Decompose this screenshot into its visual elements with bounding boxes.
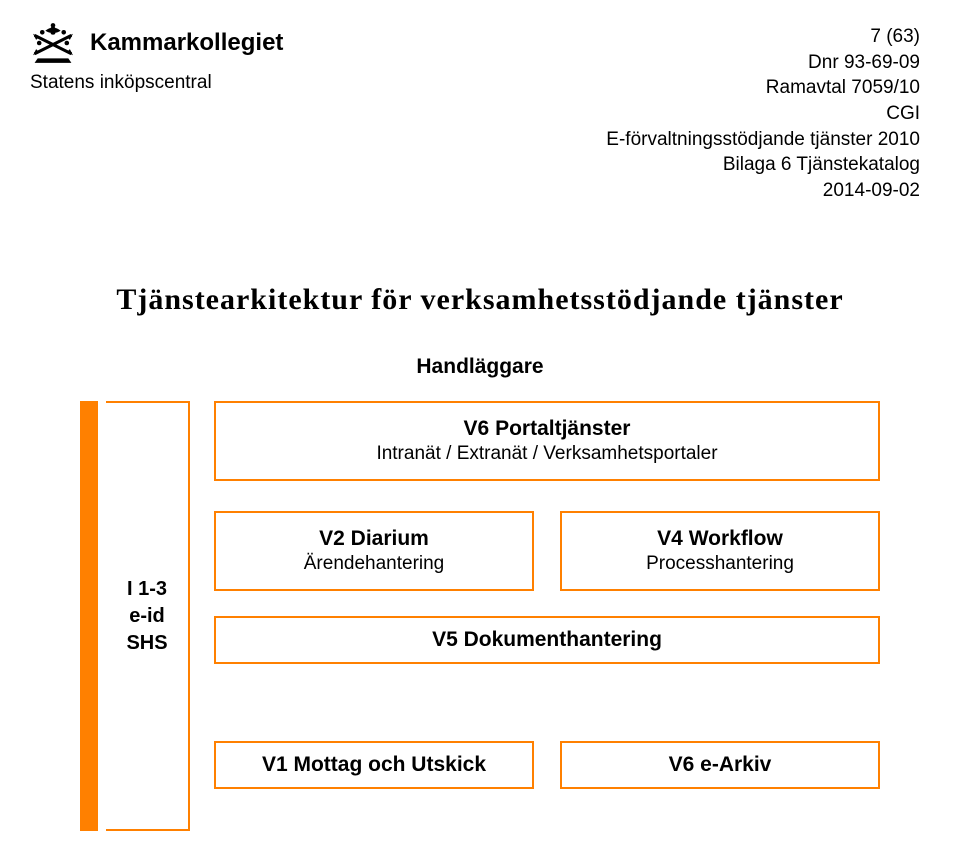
sidebar-block: I 1-3 e-id SHS xyxy=(80,401,190,831)
box-v2-diarium: V2 Diarium Ärendehantering xyxy=(214,511,534,591)
header-right: 7 (63) Dnr 93-69-09 Ramavtal 7059/10 CGI… xyxy=(606,24,920,203)
document-header: Kammarkollegiet Statens inköpscentral 7 … xyxy=(0,0,960,203)
architecture-title: Tjänstearkitektur för verksamhetsstödjan… xyxy=(0,283,960,317)
org-line: CGI xyxy=(606,101,920,127)
box-v4-workflow: V4 Workflow Processhantering xyxy=(560,511,880,591)
sidebar-body: I 1-3 e-id SHS xyxy=(106,401,190,831)
box-v6-earkiv: V6 e-Arkiv xyxy=(560,741,880,789)
box-title: V2 Diarium xyxy=(319,527,429,551)
bilaga-line: Bilaga 6 Tjänstekatalog xyxy=(606,152,920,178)
logo-row: Kammarkollegiet xyxy=(30,20,283,66)
box-title: V6 e-Arkiv xyxy=(669,753,772,777)
sidebar-line-2: e-id xyxy=(129,603,165,630)
subject-line: E-förvaltningsstödjande tjänster 2010 xyxy=(606,127,920,153)
architecture-diagram: I 1-3 e-id SHS V6 Portaltjänster Intranä… xyxy=(80,401,880,831)
box-v1-mottag-utskick: V1 Mottag och Utskick xyxy=(214,741,534,789)
box-title: V1 Mottag och Utskick xyxy=(262,753,486,777)
header-left: Kammarkollegiet Statens inköpscentral xyxy=(30,20,283,203)
ramavtal-line: Ramavtal 7059/10 xyxy=(606,75,920,101)
sub-department: Statens inköpscentral xyxy=(30,72,283,94)
page-number: 7 (63) xyxy=(606,24,920,50)
org-name: Kammarkollegiet xyxy=(90,29,283,57)
date-line: 2014-09-02 xyxy=(606,178,920,204)
box-subtitle: Intranät / Extranät / Verksamhetsportale… xyxy=(376,443,717,465)
sidebar-line-3: SHS xyxy=(126,630,167,657)
box-subtitle: Processhantering xyxy=(646,553,794,575)
box-title: V6 Portaltjänster xyxy=(464,417,631,441)
kammarkollegiet-logo-icon xyxy=(30,20,76,66)
box-v6-portaltjanster: V6 Portaltjänster Intranät / Extranät / … xyxy=(214,401,880,481)
sidebar-line-1: I 1-3 xyxy=(127,576,167,603)
sidebar-stripe xyxy=(80,401,98,831)
diagram-main-column: V6 Portaltjänster Intranät / Extranät / … xyxy=(214,401,880,831)
box-v5-dokumenthantering: V5 Dokumenthantering xyxy=(214,616,880,664)
box-title: V5 Dokumenthantering xyxy=(432,628,662,652)
dnr-line: Dnr 93-69-09 xyxy=(606,50,920,76)
role-label: Handläggare xyxy=(0,355,960,379)
box-subtitle: Ärendehantering xyxy=(304,553,445,575)
box-title: V4 Workflow xyxy=(657,527,783,551)
